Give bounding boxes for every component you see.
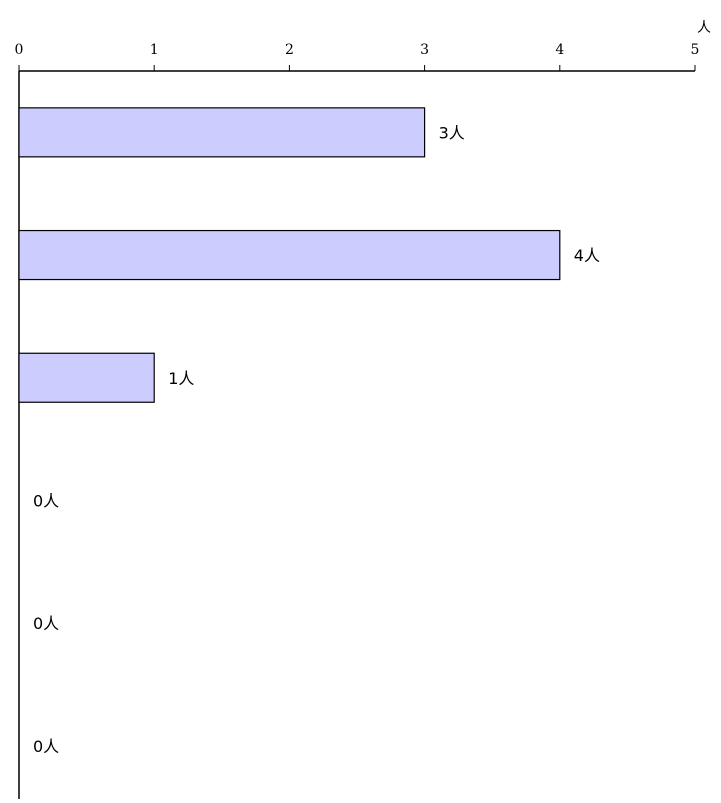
bar xyxy=(18,352,155,403)
bar xyxy=(18,107,426,158)
x-tick-label: 3 xyxy=(420,42,429,58)
bar-value-label: 0人 xyxy=(33,491,59,510)
x-axis: 0 1 2 3 4 5 xyxy=(15,42,700,799)
bar-value-label: 3人 xyxy=(439,123,465,142)
bar-value-label: 0人 xyxy=(33,737,59,756)
x-tick-label: 5 xyxy=(691,42,700,58)
bar-value-label: 4人 xyxy=(574,246,600,265)
bars xyxy=(18,107,561,403)
x-axis-unit-label: 人 xyxy=(697,20,711,36)
x-tick-label: 4 xyxy=(555,42,564,58)
bar-value-label: 1人 xyxy=(168,369,194,388)
x-tick-label: 0 xyxy=(15,42,24,58)
x-tick-label: 2 xyxy=(285,42,294,58)
bar-value-label: 0人 xyxy=(33,614,59,633)
x-tick-label: 1 xyxy=(150,42,159,58)
data-labels: 3人 4人 1人 0人 0人 0人 xyxy=(33,123,600,756)
bar xyxy=(18,229,561,281)
